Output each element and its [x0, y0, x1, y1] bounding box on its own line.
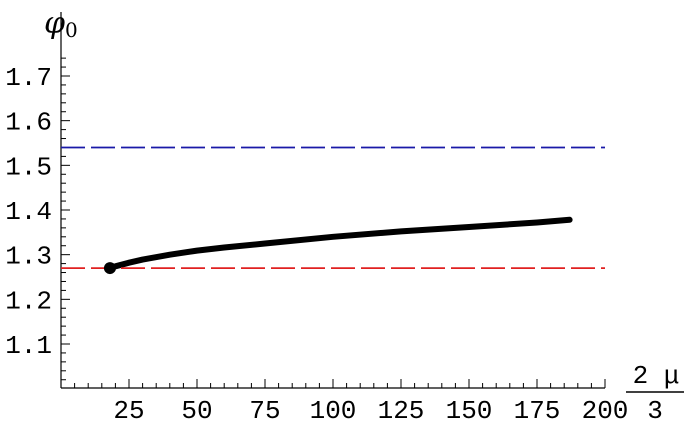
y-tick-label: 1.4	[5, 197, 52, 227]
x-tick-label: 175	[514, 396, 561, 426]
data-point	[103, 262, 116, 275]
y-axis-label-symbol: φ	[44, 6, 65, 41]
x-tick-label: 75	[249, 396, 280, 426]
y-tick-label: 1.2	[5, 286, 52, 316]
y-tick-label: 1.6	[5, 108, 52, 138]
x-axis-label-denominator: 3	[647, 396, 663, 426]
y-axis-label: φ0	[44, 6, 78, 42]
y-tick-label: 1.1	[5, 331, 52, 361]
y-tick-label: 1.7	[5, 63, 52, 93]
axes: 25 50 75 100 125 150 175 200 1.1 1.2 1.3 1.4 1.5 1.6 1…	[5, 12, 628, 426]
y-axis-label-subscript: 0	[65, 18, 78, 42]
x-tick-label: 100	[310, 396, 357, 426]
x-axis-label-numerator: 2 μ	[633, 361, 680, 391]
axis-labels: φ0 2 μ 3	[44, 6, 684, 426]
x-tick-label: 125	[378, 396, 425, 426]
y-tick-label: 1.5	[5, 152, 52, 182]
x-tick-label: 50	[181, 396, 212, 426]
x-tick-label: 200	[582, 396, 629, 426]
y-tick-label: 1.3	[5, 242, 52, 272]
series-layer	[61, 146, 605, 275]
x-tick-label: 25	[113, 396, 144, 426]
curve-phi0	[107, 216, 573, 272]
x-tick-label: 150	[446, 396, 493, 426]
